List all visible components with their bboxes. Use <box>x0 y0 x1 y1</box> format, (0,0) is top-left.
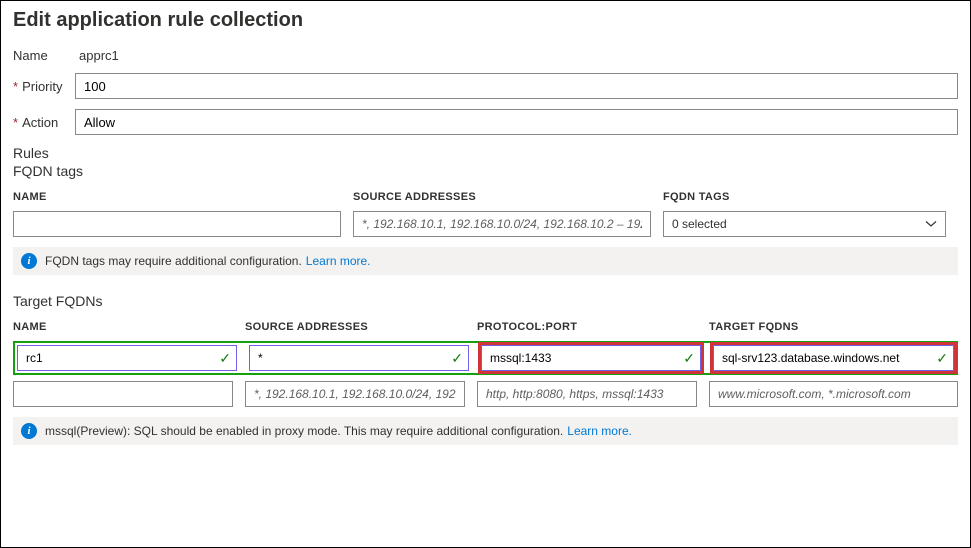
tf-target-input[interactable] <box>713 345 954 371</box>
priority-input[interactable] <box>75 73 958 99</box>
info-icon: i <box>21 423 37 439</box>
col-header-protocol: PROTOCOL:PORT <box>477 321 709 333</box>
action-input[interactable] <box>75 109 958 135</box>
edit-rule-collection-panel: Edit application rule collection Name ap… <box>0 0 971 548</box>
target-fqdns-label: Target FQDNs <box>13 293 958 309</box>
action-label: *Action <box>13 115 75 130</box>
col-header-name: NAME <box>13 321 245 333</box>
tf-source-input-empty[interactable] <box>245 381 465 407</box>
fqdn-learn-more-link[interactable]: Learn more. <box>306 254 371 268</box>
check-icon: ✓ <box>451 351 463 365</box>
fqdn-info-bar: i FQDN tags may require additional confi… <box>13 247 958 275</box>
fqdn-name-input[interactable] <box>13 211 341 237</box>
page-title: Edit application rule collection <box>13 1 958 48</box>
priority-row: *Priority <box>13 73 958 99</box>
target-learn-more-link[interactable]: Learn more. <box>567 424 632 438</box>
target-info-text: mssql(Preview): SQL should be enabled in… <box>45 424 563 438</box>
tf-name-input-empty[interactable] <box>13 381 233 407</box>
check-icon: ✓ <box>683 351 695 365</box>
target-fqdns-row-empty <box>13 381 958 407</box>
target-fqdns-section: Target FQDNs NAME SOURCE ADDRESSES PROTO… <box>13 293 958 445</box>
fqdn-tags-header: NAME SOURCE ADDRESSES FQDN TAGS <box>13 191 958 211</box>
tf-target-input-empty[interactable] <box>709 381 958 407</box>
target-fqdns-row-valid: ✓ ✓ ✓ ✓ <box>13 341 958 375</box>
required-marker: * <box>13 115 18 130</box>
col-header-target: TARGET FQDNS <box>709 321 958 333</box>
action-row: *Action <box>13 109 958 135</box>
col-header-source: SOURCE ADDRESSES <box>245 321 477 333</box>
name-label: Name <box>13 48 75 63</box>
info-icon: i <box>21 253 37 269</box>
col-header-name: NAME <box>13 191 353 203</box>
name-row: Name apprc1 <box>13 48 958 63</box>
check-icon: ✓ <box>936 351 948 365</box>
target-info-bar: i mssql(Preview): SQL should be enabled … <box>13 417 958 445</box>
name-value: apprc1 <box>75 48 119 63</box>
tf-name-input[interactable] <box>17 345 237 371</box>
fqdn-tags-dropdown[interactable]: 0 selected <box>663 211 946 237</box>
fqdn-info-text: FQDN tags may require additional configu… <box>45 254 302 268</box>
fqdn-tags-label: FQDN tags <box>13 163 958 179</box>
chevron-down-icon <box>925 218 937 230</box>
priority-label: *Priority <box>13 79 75 94</box>
tf-protocol-input[interactable] <box>481 345 701 371</box>
check-icon: ✓ <box>219 351 231 365</box>
fqdn-source-input[interactable] <box>353 211 651 237</box>
tf-source-input[interactable] <box>249 345 469 371</box>
col-header-source: SOURCE ADDRESSES <box>353 191 663 203</box>
tf-protocol-input-empty[interactable] <box>477 381 697 407</box>
col-header-tags: FQDN TAGS <box>663 191 958 203</box>
target-fqdns-header: NAME SOURCE ADDRESSES PROTOCOL:PORT TARG… <box>13 321 958 341</box>
fqdn-tags-row: 0 selected <box>13 211 958 237</box>
required-marker: * <box>13 79 18 94</box>
rules-label: Rules <box>13 145 958 161</box>
fqdn-tags-selected: 0 selected <box>672 217 727 231</box>
